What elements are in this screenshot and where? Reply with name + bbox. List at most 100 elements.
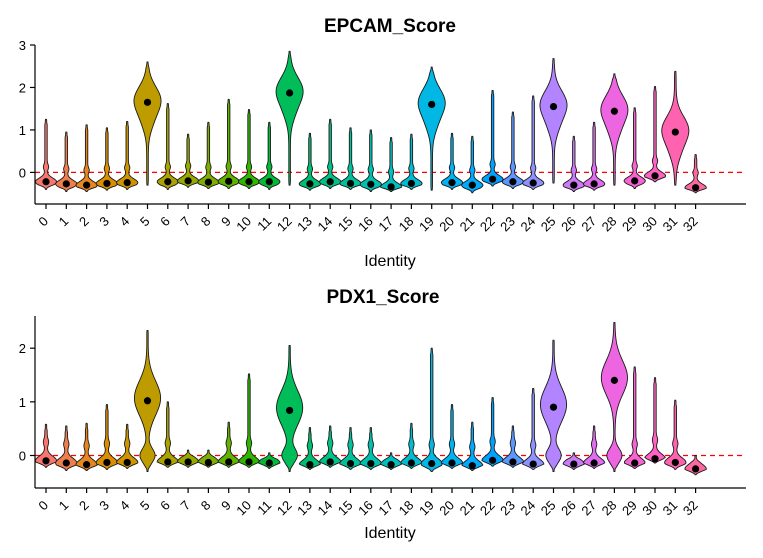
x-tick-label: 15 (335, 498, 356, 519)
violin-cluster-14 (319, 118, 342, 189)
median-point-10 (245, 458, 253, 466)
x-tick-label: 7 (177, 498, 193, 514)
x-tick-label: 6 (157, 498, 173, 514)
median-point-7 (184, 177, 192, 185)
x-tick-label: 29 (619, 498, 640, 519)
panel-title: EPCAM_Score (324, 16, 456, 37)
median-point-26 (570, 460, 578, 468)
x-tick-label: 19 (416, 498, 437, 519)
violin-cluster-20 (440, 132, 464, 190)
x-tick-label: 20 (436, 498, 457, 519)
y-tick-label: 1 (19, 395, 26, 410)
y-tick-label: 0 (19, 448, 26, 463)
violin-cluster-13 (298, 427, 322, 470)
median-point-17 (387, 461, 395, 469)
median-point-24 (529, 179, 537, 187)
violin-cluster-22 (481, 89, 504, 187)
x-tick-label: 23 (497, 498, 518, 519)
median-point-1 (62, 459, 70, 467)
violin-cluster-13 (298, 132, 322, 191)
x-tick-label: 4 (117, 214, 133, 230)
x-tick-label: 23 (497, 214, 518, 235)
violin-cluster-8 (197, 121, 220, 189)
median-point-22 (489, 456, 497, 464)
x-axis-title: Identity (364, 253, 416, 270)
median-point-25 (549, 102, 558, 111)
median-point-5 (143, 98, 152, 106)
violin-cluster-32 (684, 154, 707, 194)
x-tick-label: 17 (375, 498, 396, 519)
median-point-24 (529, 460, 537, 468)
x-tick-label: 24 (517, 498, 538, 519)
x-tick-label: 16 (355, 214, 376, 235)
violin-cluster-19 (417, 66, 446, 191)
x-tick-label: 27 (578, 498, 599, 519)
violin-cluster-23 (501, 425, 525, 468)
median-point-18 (407, 459, 415, 467)
x-tick-label: 21 (457, 498, 478, 519)
violin-cluster-25 (539, 58, 568, 184)
x-tick-label: 12 (274, 214, 295, 235)
violin-cluster-15 (339, 427, 362, 470)
violin-cluster-27 (582, 425, 606, 469)
violin-cluster-29 (623, 366, 646, 469)
x-tick-label: 20 (436, 214, 457, 235)
x-tick-label: 11 (254, 214, 274, 234)
panel-title: PDX1_Score (326, 287, 439, 308)
violin-cluster-16 (359, 129, 382, 192)
median-point-22 (489, 175, 497, 183)
x-tick-label: 17 (375, 214, 396, 235)
median-point-2 (83, 461, 91, 469)
median-point-23 (509, 178, 517, 186)
median-point-21 (468, 181, 476, 189)
violin-cluster-2 (75, 422, 98, 471)
median-point-1 (62, 180, 70, 188)
violin-cluster-32 (684, 455, 707, 476)
median-point-8 (204, 458, 212, 467)
y-tick-label: 1 (19, 123, 26, 138)
median-point-19 (428, 100, 436, 109)
x-tick-label: 9 (218, 498, 234, 514)
median-point-27 (590, 459, 598, 467)
x-tick-label: 28 (599, 214, 620, 235)
x-tick-label: 28 (599, 498, 620, 519)
violin-cluster-21 (461, 135, 484, 194)
median-point-28 (610, 376, 619, 384)
median-point-7 (184, 458, 192, 466)
violin-cluster-24 (521, 387, 545, 470)
violin-cluster-1 (55, 131, 78, 192)
violin-cluster-21 (461, 421, 484, 471)
median-point-3 (103, 458, 111, 467)
violin-cluster-15 (339, 127, 362, 190)
median-point-10 (245, 178, 253, 186)
violin-cluster-31 (661, 70, 690, 186)
violin-cluster-7 (176, 133, 200, 188)
x-tick-label: 6 (157, 214, 173, 230)
median-point-26 (570, 181, 578, 189)
median-point-2 (83, 181, 91, 189)
x-tick-label: 26 (558, 214, 579, 235)
x-tick-label: 2 (76, 498, 92, 514)
violin-cluster-1 (55, 425, 78, 471)
median-point-16 (367, 459, 375, 468)
x-tick-label: 16 (355, 498, 376, 519)
y-tick-label: 2 (19, 80, 26, 95)
x-tick-label: 29 (619, 214, 640, 235)
x-tick-label: 11 (254, 498, 274, 518)
violin-cluster-28 (600, 321, 628, 473)
x-tick-label: 13 (294, 214, 315, 235)
median-point-13 (306, 180, 314, 188)
violin-cluster-30 (643, 86, 667, 183)
violin-cluster-9 (217, 421, 240, 468)
median-point-4 (123, 178, 131, 187)
violin-cluster-0 (34, 423, 58, 468)
x-tick-label: 10 (233, 214, 254, 235)
violin-cluster-14 (318, 425, 342, 468)
x-tick-label: 31 (660, 214, 681, 235)
median-point-20 (448, 178, 456, 187)
violin-cluster-6 (156, 103, 179, 190)
x-tick-label: 15 (335, 214, 356, 235)
median-point-9 (225, 177, 233, 185)
x-tick-label: 8 (198, 214, 214, 230)
